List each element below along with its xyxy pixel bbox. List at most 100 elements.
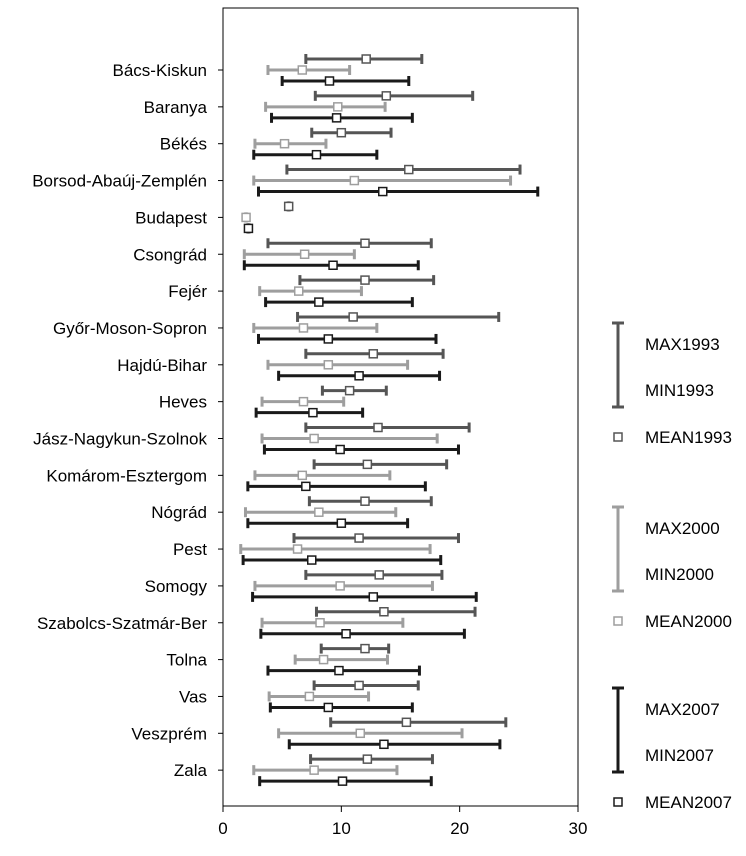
range-bar-2000 [293,654,389,665]
category-label: Tolna [166,651,207,670]
range-bar-1993 [312,459,449,470]
category-label: Veszprém [131,724,207,743]
mean-marker [304,691,315,702]
category-labels: Bács-Kiskun Baranya Békés Borsod-Abaúj-Zemp… [32,61,223,780]
range-bar-2007 [270,112,414,123]
mean-marker [374,570,384,580]
range-bar-1993 [310,127,393,138]
category-label: Csongrád [133,245,207,264]
mean-marker [360,238,370,248]
mean-marker [314,297,324,307]
range-bar-2000 [239,544,432,555]
mean-marker [309,765,319,775]
mean-marker [360,275,370,285]
mean-marker [381,91,392,101]
category-label: Bács-Kiskun [113,61,207,80]
plot-frame [222,7,579,807]
mean-marker [362,459,373,470]
range-bar-2007 [242,260,420,271]
category-label: Jász-Nagykun-Szolnok [33,430,207,449]
mean-marker [336,518,347,528]
range-bar-1993 [304,54,424,64]
mean-marker [323,702,334,713]
range-bar-1993 [313,90,475,101]
category-label: Hajdú-Bihar [117,356,207,375]
mean-marker [318,654,329,665]
mean-marker [360,496,370,506]
range-bar-2007 [287,739,502,750]
mean-marker [344,385,355,396]
range-bar-1993 [285,164,522,175]
range-bar-2007 [280,76,411,86]
mean-marker [368,592,379,602]
legend: MAX1993 MIN1993 MEAN1993 MAX2000 MIN2000 MEAN… [612,321,732,812]
range-bar-2007 [252,149,379,160]
legend-group-2000: MAX2000 MIN2000 MEAN2000 [612,505,732,631]
range-bar-2000 [264,101,387,112]
range-bar-1993 [304,422,471,433]
x-tick-label: 30 [569,819,588,838]
legend-min-label: MIN1993 [645,381,714,400]
range-bar-2000 [277,728,464,739]
category-label: Békés [160,135,207,154]
legend-mean-label: MEAN2000 [645,612,732,631]
mean-marker [308,407,318,418]
range-bar-2007 [258,776,433,787]
range-bar-2000 [252,322,379,333]
legend-group-1993: MAX1993 MIN1993 MEAN1993 [612,321,732,447]
range-bar-2007 [241,555,443,566]
x-tick-label: 10 [332,819,351,838]
mean-marker [404,164,414,175]
range-bar-2007 [254,407,365,418]
mean-marker [298,396,309,407]
range-bar-1993 [266,238,433,249]
x-tick-label: 20 [450,819,469,838]
mean-marker [379,739,389,750]
mean-marker [335,444,345,455]
mean-marker [293,286,304,296]
mean-marker [349,175,360,186]
range-bar-2000 [260,617,405,628]
mean-marker [337,776,348,786]
mean-marker [354,533,364,543]
range-bar-2007 [268,702,414,713]
range-bar-2000 [267,691,371,702]
range-bar-2000 [258,286,363,297]
range-bar-2000 [266,65,352,75]
legend-mean-marker [613,797,623,807]
mean-marker [323,334,334,344]
legend-mean-marker [613,432,623,442]
range-bar-2000 [241,212,251,223]
legend-min-label: MIN2007 [645,746,714,765]
range-bar-2007 [262,444,460,455]
category-label: Győr-Moson-Sopron [53,319,207,338]
mean-marker [309,433,319,444]
mean-marker [362,754,373,764]
range-bar-2007 [277,370,442,381]
range-bar-2007 [257,186,540,197]
legend-mean-marker [613,616,623,626]
mean-marker [368,349,379,359]
range-bar-2000 [253,138,328,149]
category-label: Komárom-Esztergom [46,466,207,485]
category-label: Szabolcs-Szatmár-Ber [37,614,207,633]
mean-marker [355,728,366,739]
mean-marker [292,544,303,554]
category-label: Borsod-Abaúj-Zemplén [32,172,207,191]
range-bar-1993 [304,348,445,359]
mean-marker [334,665,344,676]
legend-max-label: MAX1993 [645,335,720,354]
range-bar-2000 [253,470,392,481]
range-bars [239,54,540,787]
category-label: Vas [179,687,207,706]
mean-marker [373,422,383,433]
range-bar-1993 [307,496,433,507]
category-label: Budapest [135,208,207,227]
category-label: Nógrád [151,503,207,522]
category-label: Zala [174,761,208,780]
range-bar-2007 [259,628,466,639]
mean-marker [331,113,342,123]
range-bar-1993 [296,311,501,322]
mean-marker [299,249,310,259]
